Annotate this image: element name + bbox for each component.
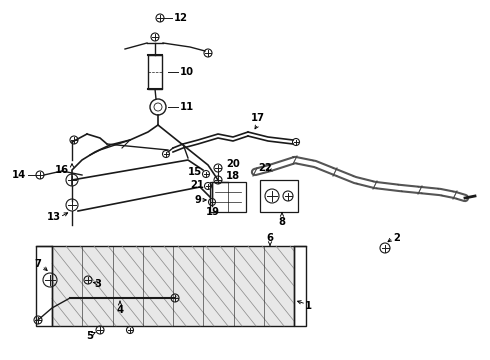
Text: 6: 6 — [267, 233, 273, 243]
Text: 14: 14 — [12, 170, 26, 180]
Text: 7: 7 — [35, 259, 42, 269]
Bar — [294, 246, 306, 326]
Text: 3: 3 — [95, 279, 101, 289]
Bar — [210, 182, 246, 212]
Text: 20: 20 — [226, 159, 240, 169]
Text: 1: 1 — [304, 301, 312, 311]
Text: 17: 17 — [251, 113, 265, 123]
Text: 16: 16 — [55, 165, 69, 175]
Text: 9: 9 — [194, 195, 201, 205]
Bar — [36, 246, 52, 326]
Text: 10: 10 — [180, 67, 194, 77]
Bar — [148, 55, 162, 89]
Text: 8: 8 — [278, 217, 286, 227]
Text: 13: 13 — [47, 212, 61, 222]
Text: 11: 11 — [180, 102, 194, 112]
Text: 5: 5 — [87, 331, 94, 341]
Bar — [52, 246, 294, 326]
Text: 18: 18 — [226, 171, 240, 181]
Text: 21: 21 — [190, 180, 204, 190]
Bar — [260, 180, 298, 212]
Text: 4: 4 — [117, 305, 123, 315]
Text: 15: 15 — [188, 167, 202, 177]
Text: 22: 22 — [258, 163, 272, 173]
Text: 19: 19 — [206, 207, 220, 217]
Text: 12: 12 — [174, 13, 188, 23]
Text: 2: 2 — [393, 233, 400, 243]
